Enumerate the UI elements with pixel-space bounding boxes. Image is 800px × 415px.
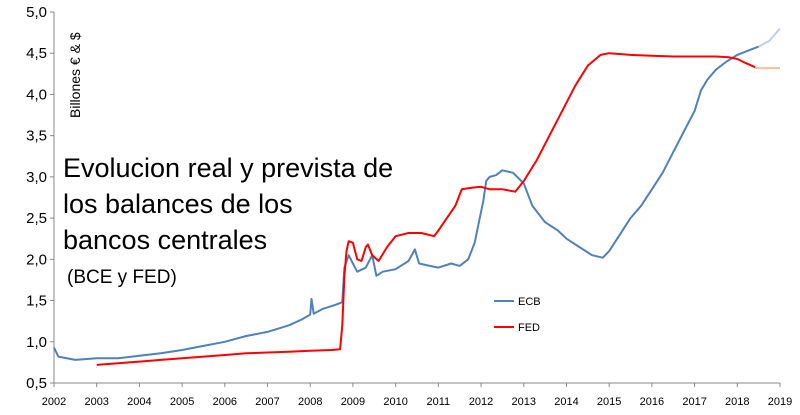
x-tick-label: 2002 xyxy=(42,396,66,408)
series-line-fed xyxy=(96,52,756,366)
y-tick-label: 2,0 xyxy=(26,251,47,268)
y-ticks: 0,5 1,0 1,5 2,0 2,5 3,0 3,5 4,0 4,5 5,0 xyxy=(26,4,54,392)
x-tick-label: 2007 xyxy=(255,396,279,408)
axes xyxy=(53,12,780,384)
x-tick-label: 2006 xyxy=(213,396,237,408)
x-ticks: 2002 2003 2004 2005 2006 2007 2008 2009 2010 2011… xyxy=(42,383,792,408)
x-tick-label: 2010 xyxy=(383,396,407,408)
x-tick-label: 2015 xyxy=(597,396,621,408)
series-line-ecb xyxy=(53,45,759,361)
x-tick-label: 2008 xyxy=(298,396,322,408)
legend: ECB FED xyxy=(494,296,541,334)
title-line-3: bancos centrales xyxy=(63,225,267,255)
y-tick-label: 3,0 xyxy=(26,169,47,186)
y-tick-label: 2,5 xyxy=(26,210,47,227)
x-tick-label: 2004 xyxy=(127,396,151,408)
x-tick-label: 2016 xyxy=(640,396,664,408)
y-axis-label: Billones € & $ xyxy=(67,32,83,118)
x-tick-label: 2019 xyxy=(768,396,792,408)
x-tick-label: 2012 xyxy=(469,396,493,408)
x-tick-label: 2018 xyxy=(725,396,749,408)
y-tick-label: 1,5 xyxy=(26,293,47,310)
legend-label-fed: FED xyxy=(518,322,540,334)
x-tick-label: 2003 xyxy=(84,396,108,408)
legend-label-ecb: ECB xyxy=(518,296,541,308)
x-tick-label: 2017 xyxy=(682,396,706,408)
title-line-1: Evolucion real y prevista de xyxy=(63,153,393,183)
y-tick-label: 0,5 xyxy=(26,375,47,392)
title-line-2: los balances de los xyxy=(63,189,293,219)
series-projection-2 xyxy=(758,27,781,48)
x-tick-label: 2009 xyxy=(341,396,365,408)
chart-title: Evolucion real y prevista de los balance… xyxy=(63,153,393,288)
chart-subtitle: (BCE y FED) xyxy=(67,267,177,288)
y-tick-label: 1,0 xyxy=(26,334,47,351)
x-tick-label: 2013 xyxy=(512,396,536,408)
x-tick-label: 2011 xyxy=(427,396,451,408)
series-layer xyxy=(53,27,781,366)
y-tick-label: 3,5 xyxy=(26,128,47,145)
y-tick-label: 5,0 xyxy=(26,4,47,21)
y-tick-label: 4,5 xyxy=(26,45,47,62)
x-tick-label: 2005 xyxy=(170,396,194,408)
x-tick-label: 2014 xyxy=(554,396,578,408)
y-tick-label: 4,0 xyxy=(26,86,47,103)
